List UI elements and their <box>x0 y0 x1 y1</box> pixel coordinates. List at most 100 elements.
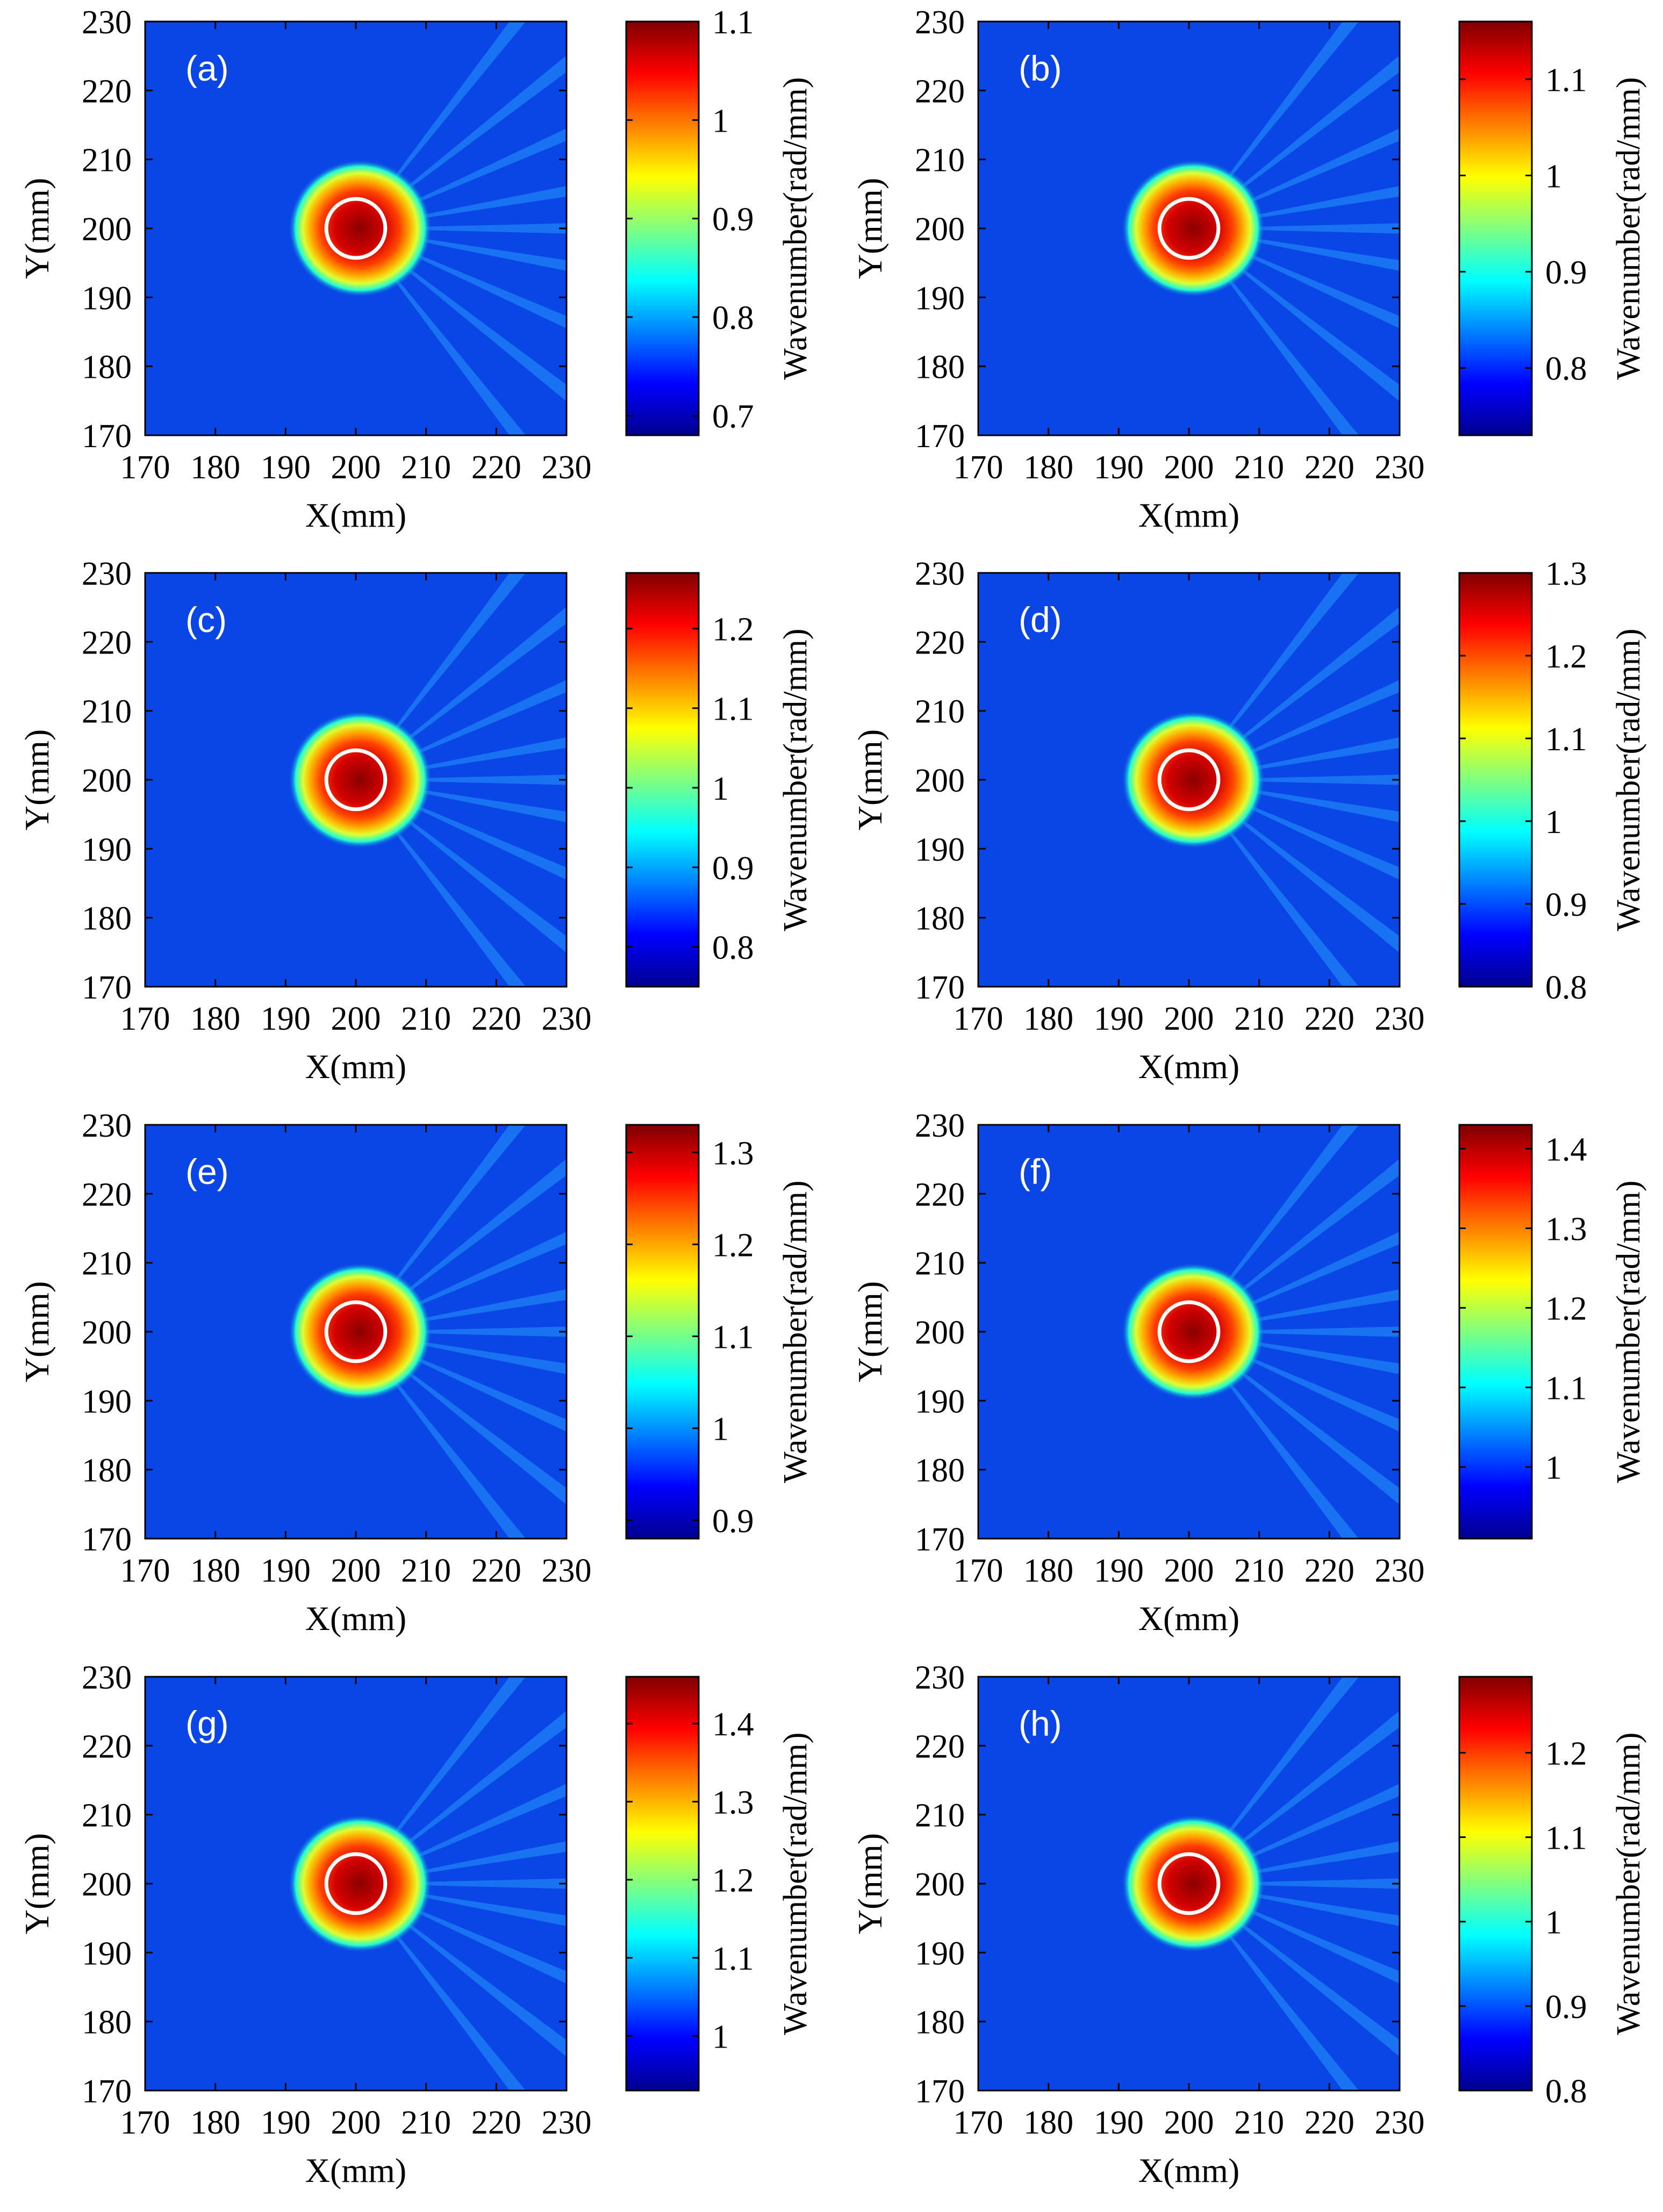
defect-hotspot <box>288 159 432 298</box>
x-tick-label: 180 <box>190 2105 240 2141</box>
defect-outline <box>1157 1300 1221 1363</box>
defect-outline <box>1157 748 1221 811</box>
x-tick-label: 210 <box>1234 1001 1284 1037</box>
colorbar-tick-label: 0.9 <box>712 850 754 887</box>
y-tick-label: 200 <box>82 1866 132 1903</box>
y-tick-label: 180 <box>915 1453 965 1489</box>
x-tick-label: 170 <box>120 449 170 486</box>
y-tick-label: 230 <box>915 4 965 41</box>
y-tick-label: 200 <box>915 1315 965 1351</box>
colorbar-label: Wavenumber(rad/mm) <box>777 1180 814 1483</box>
colorbar <box>1459 1125 1532 1539</box>
y-tick-label: 170 <box>915 1521 965 1558</box>
scatter-ray <box>356 1677 526 1884</box>
scatter-ray <box>1189 223 1400 234</box>
x-tick-label: 230 <box>1375 1001 1425 1037</box>
colorbar-tick-label: 1.2 <box>712 1863 754 1899</box>
colorbar-label: Wavenumber(rad/mm) <box>1610 1732 1647 2035</box>
y-axis-label: Y(mm) <box>851 1833 889 1934</box>
x-tick-label: 180 <box>190 1553 240 1589</box>
y-tick-label: 210 <box>82 694 132 730</box>
y-tick-label: 170 <box>915 2073 965 2110</box>
x-tick-label: 170 <box>120 1553 170 1589</box>
x-axis-label: X(mm) <box>305 496 406 534</box>
colorbar-tick-label: 1 <box>712 1411 729 1448</box>
colorbar-tick-label: 1.1 <box>712 1941 754 1977</box>
colorbar <box>626 1125 699 1539</box>
colorbar-tick-label: 1 <box>1545 804 1562 841</box>
x-tick-label: 210 <box>1234 2105 1284 2141</box>
x-tick-label: 220 <box>1304 1553 1354 1589</box>
defect-hotspot <box>1121 1814 1265 1953</box>
heatmap-field <box>978 1125 1400 1539</box>
colorbar-tick-label: 0.9 <box>1545 887 1587 923</box>
colorbar-tick-label: 0.9 <box>712 202 754 238</box>
colorbar-frame <box>625 1124 700 1540</box>
panel-label: (a) <box>185 48 229 88</box>
y-tick-label: 180 <box>82 349 132 386</box>
x-tick-label: 170 <box>120 1001 170 1037</box>
colorbar-tick-label: 1 <box>1545 1450 1562 1486</box>
x-tick-label: 170 <box>954 449 1003 486</box>
heatmap-field <box>145 573 567 987</box>
panel-b: (b) 170 180 190 200 210 220 230 170 180 190 200 210 2… <box>851 4 1647 534</box>
y-tick-label: 210 <box>915 694 965 730</box>
x-axis-label: X(mm) <box>1138 1599 1239 1638</box>
colorbar-tick-label: 1 <box>712 771 729 807</box>
colorbar-frame <box>625 1676 700 2092</box>
x-axis-label: X(mm) <box>1138 2151 1239 2189</box>
scatter-ray <box>356 780 526 987</box>
y-tick-label: 220 <box>915 73 965 110</box>
colorbar-tick-label: 0.7 <box>712 398 754 435</box>
scatter-ray <box>356 55 567 228</box>
y-tick-label: 180 <box>915 349 965 386</box>
defect-outline <box>1157 197 1221 260</box>
colorbar-tick-label: 1.3 <box>712 1784 754 1821</box>
scatter-ray <box>356 1711 567 1884</box>
scatter-ray <box>356 228 567 401</box>
colorbar-frame <box>625 20 700 436</box>
y-axis-label: Y(mm) <box>18 729 56 830</box>
scatter-ray <box>1189 780 1359 987</box>
y-tick-label: 220 <box>82 624 132 661</box>
colorbar-tick-label: 1.1 <box>1545 1370 1587 1407</box>
x-tick-label: 190 <box>1094 2105 1144 2141</box>
x-tick-label: 180 <box>1023 1553 1073 1589</box>
y-axis-label: Y(mm) <box>851 1281 889 1382</box>
y-tick-label: 230 <box>915 556 965 592</box>
y-tick-label: 190 <box>915 1383 965 1420</box>
colorbar <box>1459 1677 1532 2091</box>
scatter-ray <box>1189 1677 1359 1884</box>
x-tick-label: 230 <box>542 1001 592 1037</box>
scatter-ray <box>1189 1326 1400 1337</box>
scatter-ray <box>1189 228 1359 435</box>
colorbar-label: Wavenumber(rad/mm) <box>777 77 814 379</box>
colorbar-frame <box>1458 20 1533 436</box>
x-tick-label: 170 <box>954 1553 1003 1589</box>
x-tick-label: 210 <box>401 1001 451 1037</box>
scatter-ray <box>356 573 526 780</box>
x-tick-label: 180 <box>190 1001 240 1037</box>
heatmap-field <box>978 1677 1400 2091</box>
defect-hotspot <box>288 1262 432 1401</box>
colorbar-tick-label: 1 <box>1545 159 1562 195</box>
x-tick-label: 220 <box>471 1001 521 1037</box>
y-tick-label: 190 <box>915 1935 965 1972</box>
colorbar-tick-label: 1.1 <box>1545 1820 1587 1857</box>
y-tick-label: 200 <box>82 763 132 799</box>
panel-label: (h) <box>1019 1704 1062 1743</box>
defect-outline <box>324 1300 388 1363</box>
panel-label: (c) <box>185 600 227 640</box>
scatter-ray <box>1189 185 1400 228</box>
x-tick-label: 180 <box>190 449 240 486</box>
y-tick-label: 220 <box>82 1728 132 1765</box>
x-tick-label: 200 <box>331 1001 381 1037</box>
colorbar-tick-label: 0.8 <box>1545 2073 1587 2110</box>
y-axis-label: Y(mm) <box>18 178 56 279</box>
colorbar-label: Wavenumber(rad/mm) <box>777 628 814 931</box>
colorbar-tick-label: 0.8 <box>712 930 754 966</box>
x-tick-label: 180 <box>1023 1001 1073 1037</box>
x-axis-label: X(mm) <box>305 1599 406 1638</box>
heatmap-field <box>978 21 1400 435</box>
